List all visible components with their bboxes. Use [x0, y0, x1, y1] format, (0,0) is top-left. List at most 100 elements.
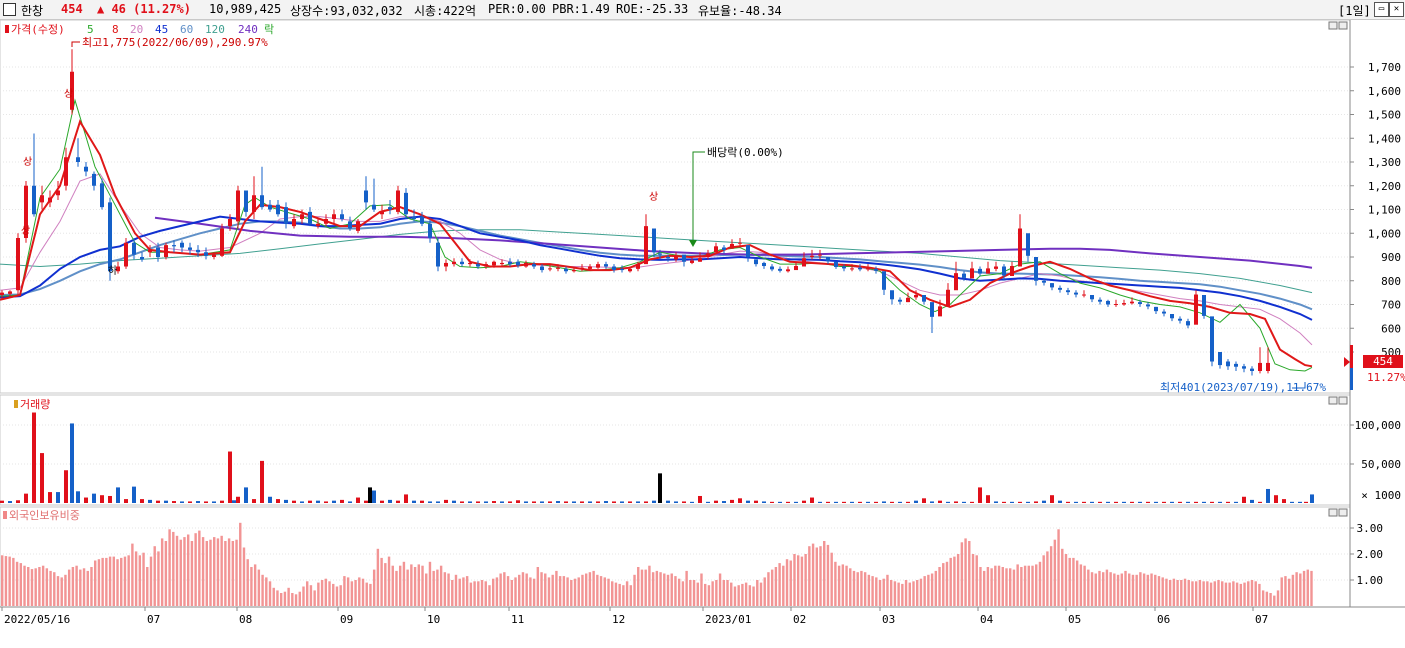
foreign-bar: [837, 565, 841, 606]
foreign-bar: [1295, 572, 1298, 606]
volume-bar: [340, 499, 344, 503]
foreign-bar: [971, 554, 975, 606]
foreign-bar: [224, 541, 227, 606]
volume-bar: [484, 501, 488, 503]
select-checkbox[interactable]: [3, 3, 16, 16]
volume-bar: [468, 501, 472, 503]
foreign-bar: [1287, 578, 1291, 606]
svg-text:최저401(2023/07/19),11.67%: 최저401(2023/07/19),11.67%: [1160, 381, 1326, 394]
foreign-bar: [1247, 581, 1250, 606]
volume-bar: [1082, 501, 1086, 503]
foreign-bar: [707, 585, 711, 606]
candle-body: [1050, 283, 1054, 288]
foreign-bar: [659, 572, 662, 606]
candle-body: [500, 262, 504, 265]
foreign-bar: [889, 580, 893, 606]
volume-bar: [332, 500, 336, 503]
foreign-tick-label: 2.00: [1357, 548, 1384, 561]
volume-bar: [1122, 501, 1126, 503]
foreign-bar: [841, 564, 845, 606]
volume-bar: [364, 500, 368, 503]
legend-foreign: 외국인보유비중: [9, 509, 80, 522]
moving-averages: [0, 98, 1313, 372]
volume-bar: [802, 500, 806, 503]
candle-body: [276, 204, 280, 215]
volume-bar: [834, 501, 838, 503]
foreign-bar: [261, 574, 264, 606]
foreign-bar: [1194, 581, 1198, 606]
candle-body: [484, 264, 488, 267]
foreign-bar: [1280, 577, 1283, 606]
volume-bar: [738, 498, 742, 503]
volume-bar: [682, 501, 686, 503]
foreign-bar: [369, 583, 372, 606]
foreign-bar: [395, 570, 398, 606]
foreign-bar: [544, 573, 547, 606]
volume-bar: [540, 501, 544, 503]
candle-body: [308, 211, 312, 224]
volume-bar: [228, 451, 232, 503]
candle-body: [946, 289, 950, 307]
foreign-bar: [532, 578, 536, 606]
foreign-bar: [551, 574, 554, 606]
close-icon[interactable]: ✕: [1389, 2, 1404, 17]
volume-bar: [172, 501, 176, 503]
grid: [0, 66, 1350, 581]
candles: [0, 49, 1270, 376]
candle-body: [1146, 304, 1150, 307]
restore-icon[interactable]: ▭: [1374, 2, 1389, 17]
volume-bar: [994, 501, 998, 503]
per-value: PER:0.00: [488, 2, 546, 16]
axes: 1,700 1,600 1,500 1,400 1,300 1,200 1,100 1,000…: [1, 61, 1401, 626]
foreign-bar: [97, 559, 101, 606]
candle-body: [244, 190, 248, 212]
foreign-bar: [804, 554, 807, 606]
volume-bar: [762, 501, 766, 503]
volume-bar: [356, 497, 360, 503]
volume-bar: [24, 493, 28, 503]
candle-body: [180, 242, 184, 248]
foreign-bar: [134, 551, 138, 606]
candle-body: [16, 238, 20, 291]
candle-body: [428, 223, 432, 238]
candle-body: [850, 268, 854, 270]
volume-bar: [778, 501, 782, 503]
foreign-bar: [1221, 581, 1224, 606]
stock-name[interactable]: 한창: [21, 4, 44, 18]
foreign-bar: [250, 567, 253, 606]
volume-bar: [444, 499, 448, 503]
foreign-bar: [4, 556, 8, 606]
foreign-bar: [536, 567, 540, 606]
volume-bar: [1090, 501, 1094, 503]
price-tick-label: 800: [1381, 275, 1401, 288]
foreign-bar: [235, 539, 238, 606]
foreign-bar: [938, 567, 941, 606]
foreign-bar: [607, 578, 610, 606]
stock-chart[interactable]: 1,700 1,600 1,500 1,400 1,300 1,200 1,100 1,000…: [0, 20, 1405, 648]
foreign-bar: [19, 563, 23, 606]
foreign-bar: [644, 569, 647, 606]
candle-body: [834, 261, 838, 267]
candle-body: [986, 268, 990, 274]
volume-bar: [914, 500, 918, 503]
foreign-bar: [506, 576, 510, 606]
foreign-bar: [1310, 570, 1313, 606]
foreign-bar: [265, 577, 268, 606]
foreign-bar: [198, 530, 201, 606]
volume-bar: [232, 500, 236, 503]
volume-bar: [164, 500, 168, 503]
candle-body: [116, 266, 120, 272]
volume-bar: [858, 501, 862, 503]
candle-body: [268, 204, 272, 210]
foreign-bar: [1228, 582, 1231, 606]
date-label: 2022/05/16: [4, 613, 70, 626]
period-selector[interactable]: [1일]: [1338, 4, 1371, 18]
ma-line-240: [154, 216, 1313, 269]
foreign-bar: [956, 554, 960, 606]
volume-bar: [850, 501, 854, 503]
candle-body: [1034, 257, 1038, 281]
foreign-bar: [324, 578, 328, 606]
candle-body: [476, 264, 480, 267]
candle-body: [340, 214, 344, 219]
panel-buttons[interactable]: [1328, 21, 1348, 517]
